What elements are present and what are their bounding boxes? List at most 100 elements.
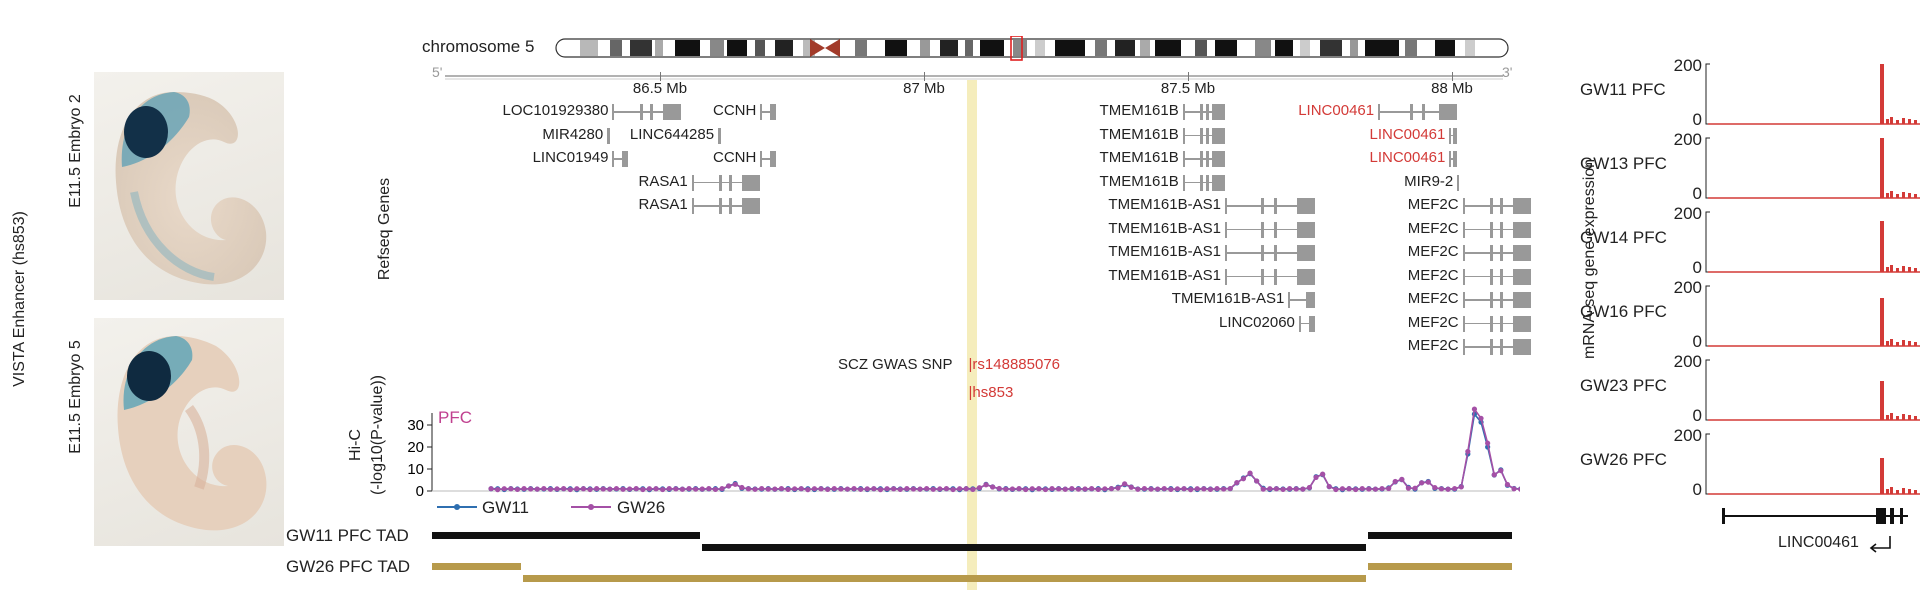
hic-legend-gw11: GW11 xyxy=(482,498,529,517)
gene-model xyxy=(760,151,777,167)
rnaseq-minor-peak xyxy=(1890,265,1893,272)
centromere-right xyxy=(825,39,840,57)
hic-point xyxy=(712,486,719,493)
hic-point xyxy=(660,486,666,493)
gw11-tad-label: GW11 PFC TAD xyxy=(286,526,409,545)
rnaseq-track xyxy=(1705,211,1920,273)
chromosome-label: chromosome 5 xyxy=(422,37,535,56)
hic-point xyxy=(1247,470,1253,476)
gene-label: MIR4280 xyxy=(542,125,604,143)
hic-point xyxy=(1168,486,1174,493)
gene-label: CCNH xyxy=(712,102,757,119)
hic-point xyxy=(1240,476,1247,482)
hic-point xyxy=(1062,486,1068,492)
rnaseq-track xyxy=(1705,137,1920,199)
hic-point xyxy=(818,486,824,492)
hic-point xyxy=(1465,448,1471,455)
rnaseq-minor-peak xyxy=(1896,120,1899,124)
hic-point xyxy=(1346,486,1352,492)
rnaseq-minor-peak xyxy=(1890,413,1893,420)
gene-label: LINC644285 xyxy=(629,125,715,143)
hic-point xyxy=(1293,486,1299,492)
rnaseq-peak xyxy=(1880,221,1884,272)
hic-point xyxy=(686,485,692,492)
gene-label: TMEM161B xyxy=(1099,102,1179,119)
hic-point xyxy=(600,486,606,492)
rnaseq-sample-label: GW13 PFC xyxy=(1580,154,1667,173)
gene-model xyxy=(612,151,629,167)
hic-point xyxy=(851,485,857,492)
hic-point xyxy=(1260,486,1266,492)
rnaseq-sample-label: GW14 PFC xyxy=(1580,228,1667,247)
centromere-left xyxy=(810,39,825,57)
rnaseq-minor-peak xyxy=(1902,192,1905,198)
hic-point xyxy=(772,486,778,492)
hic-series-line xyxy=(490,407,1520,491)
hic-point xyxy=(1412,485,1418,491)
gene-model xyxy=(1182,127,1225,144)
hic-point xyxy=(699,486,705,492)
gene-model xyxy=(1462,268,1532,285)
hic-point xyxy=(943,486,950,492)
hic-point xyxy=(1201,486,1207,492)
hic-point xyxy=(1438,486,1445,492)
rnaseq-minor-peak xyxy=(1886,415,1889,420)
hic-point xyxy=(963,486,969,492)
hic-point xyxy=(1234,479,1240,486)
rnaseq-ymin-label: 0 xyxy=(1692,184,1702,203)
hic-legend-gw26-marker xyxy=(571,504,611,510)
rnaseq-y-axis xyxy=(1705,137,1710,199)
tad-segment xyxy=(702,544,1366,551)
hic-point xyxy=(1128,484,1134,490)
hic-point xyxy=(1207,486,1214,492)
gene-label: MEF2C xyxy=(1407,196,1459,213)
ruler-end-right: 3' xyxy=(1502,64,1513,80)
hic-point xyxy=(693,486,699,492)
rnaseq-minor-peak xyxy=(1908,119,1911,124)
tad-segment xyxy=(1367,532,1512,539)
embryo-2-image xyxy=(94,72,284,300)
hic-point xyxy=(1056,486,1062,492)
hic-point xyxy=(1122,481,1128,487)
hic-point xyxy=(904,486,910,492)
rnaseq-minor-peak xyxy=(1886,489,1889,494)
linc00461-gene-model xyxy=(1722,508,1908,524)
hic-point xyxy=(1148,486,1154,492)
gene-model xyxy=(1449,127,1458,144)
gene-label: MEF2C xyxy=(1407,313,1459,331)
hic-point xyxy=(792,486,798,492)
hic-point xyxy=(620,486,626,492)
hic-chart: 0 10 20 30 xyxy=(407,406,1520,500)
hic-legend-gw26: GW26 xyxy=(617,498,666,517)
gene-label: MEF2C xyxy=(1407,243,1459,260)
rnaseq-track xyxy=(1705,359,1920,421)
ruler-tick-label: 86.5 Mb xyxy=(632,80,688,97)
rnaseq-minor-peak xyxy=(1886,341,1889,346)
rnaseq-minor-peak xyxy=(1914,416,1917,420)
gene-model xyxy=(1462,315,1532,332)
rnaseq-minor-peak xyxy=(1896,342,1899,346)
hic-point xyxy=(1155,486,1161,492)
enhancer-id-label: |hs853 xyxy=(969,384,1014,401)
hic-point xyxy=(1214,485,1220,492)
hic-point xyxy=(554,486,560,492)
hic-point xyxy=(1029,486,1035,492)
rnaseq-sample-label: GW11 PFC xyxy=(1580,80,1666,99)
hic-point xyxy=(976,485,983,491)
hic-point xyxy=(1320,471,1326,477)
rnaseq-minor-peak xyxy=(1890,191,1893,198)
rnaseq-minor-peak xyxy=(1908,267,1911,272)
hic-point xyxy=(983,482,989,488)
gene-model xyxy=(691,174,761,191)
embryo-5-label: E11.5 Embryo 5 xyxy=(67,340,84,454)
rnaseq-ymax-label: 200 xyxy=(1673,352,1702,371)
tad-segment xyxy=(432,563,521,570)
snp-track-label: SCZ GWAS SNP xyxy=(838,356,953,373)
hic-point xyxy=(1221,486,1227,492)
hic-point xyxy=(778,485,785,492)
gene-model xyxy=(1224,245,1315,261)
hic-tissue-label: PFC xyxy=(438,408,472,427)
gene-label: TMEM161B-AS1 xyxy=(1108,266,1221,284)
rnaseq-minor-peak xyxy=(1902,266,1905,272)
ruler-end-left: 5' xyxy=(432,64,443,80)
